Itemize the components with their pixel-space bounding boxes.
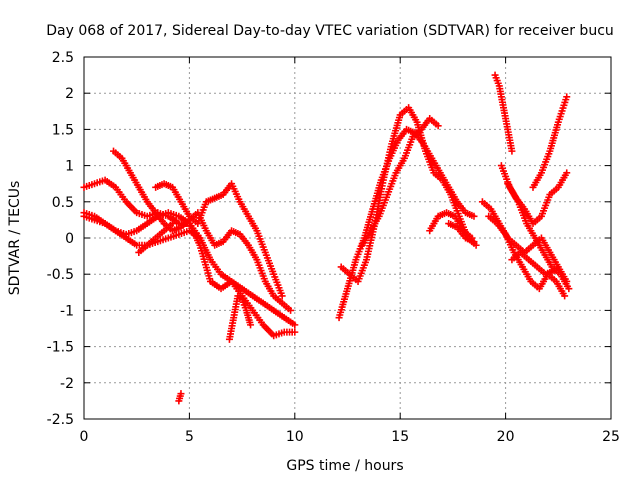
- x-tick-labels: 0 5 10 15 20 25: [80, 429, 620, 445]
- data-point: [550, 267, 558, 275]
- y-tick-label: -1.5: [47, 340, 74, 356]
- x-tick-label: 15: [391, 429, 409, 445]
- series-track-f: [135, 220, 177, 256]
- y-tick-label: 2.5: [52, 50, 74, 66]
- x-tick-label: 10: [286, 429, 304, 445]
- series-track-e: [152, 180, 286, 300]
- data-point: [291, 328, 299, 336]
- series-track-h: [175, 390, 185, 405]
- data-point: [291, 321, 299, 329]
- series-track-g: [225, 292, 255, 343]
- x-tick-label: 25: [602, 429, 620, 445]
- series-track-r: [504, 169, 571, 228]
- y-tick-labels: -2.5 -2 -1.5 -1 -0.5 0 0.5 1 1.5 2 2.5: [47, 50, 74, 428]
- series-track-n: [491, 71, 516, 155]
- series-track-m: [445, 220, 478, 246]
- y-tick-label: 1.5: [52, 122, 74, 138]
- x-tick-label: 5: [185, 429, 194, 445]
- series-track-k: [358, 115, 442, 249]
- axis-ticks: [83, 56, 612, 420]
- chart-title: Day 068 of 2017, Sidereal Day-to-day VTE…: [46, 23, 614, 39]
- data-point: [278, 292, 286, 300]
- y-tick-label: 1: [65, 159, 74, 175]
- data-point: [196, 234, 204, 242]
- y-tick-label: -0.5: [47, 267, 74, 283]
- y-tick-label: 0: [65, 231, 74, 247]
- series-track-t: [508, 248, 558, 278]
- data-point: [169, 220, 177, 228]
- x-tick-label: 20: [497, 429, 515, 445]
- series-track-s: [529, 93, 571, 191]
- data-point: [470, 212, 478, 220]
- data-point: [287, 306, 295, 314]
- data-point: [561, 292, 569, 300]
- y-tick-label: 0.5: [52, 195, 74, 211]
- y-tick-label: -2.5: [47, 412, 74, 428]
- y-tick-label: -1: [60, 303, 74, 319]
- data-point: [565, 285, 573, 293]
- data-point: [563, 169, 571, 177]
- data-point: [508, 147, 516, 155]
- data-point: [434, 122, 442, 130]
- data-points: [80, 71, 573, 405]
- data-point: [247, 321, 255, 329]
- y-tick-label: -2: [60, 376, 74, 392]
- y-tick-label: 2: [65, 86, 74, 102]
- y-axis-label: SDTVAR / TECUs: [7, 181, 23, 296]
- data-point: [472, 241, 480, 249]
- data-point: [470, 238, 478, 246]
- data-point: [177, 390, 185, 398]
- x-axis-label: GPS time / hours: [286, 458, 403, 474]
- x-tick-label: 0: [80, 429, 89, 445]
- data-point: [563, 93, 571, 101]
